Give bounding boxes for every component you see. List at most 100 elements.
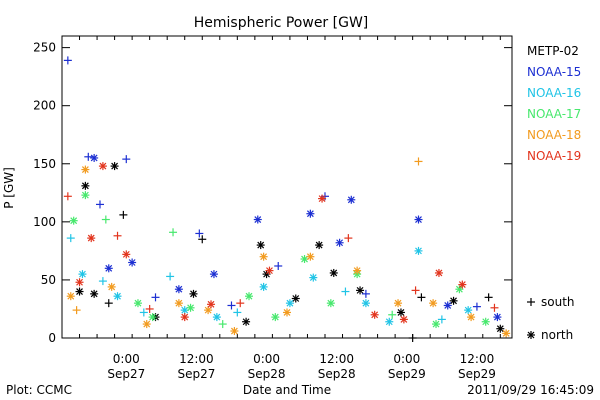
data-point-north xyxy=(432,320,441,329)
data-point-south xyxy=(195,229,204,238)
x-tick-label-time: 12:00 xyxy=(319,352,354,366)
data-point-south xyxy=(236,299,245,308)
data-point-south xyxy=(119,210,128,219)
data-point-north xyxy=(186,303,195,312)
data-point-north xyxy=(204,306,213,315)
data-point-north xyxy=(329,268,338,277)
data-point-north xyxy=(110,162,119,171)
data-point-north xyxy=(291,294,300,303)
plot-credit: Plot: CCMC xyxy=(6,383,72,397)
legend-entry: NOAA-17 xyxy=(527,107,581,121)
data-point-south xyxy=(139,308,148,317)
data-point-north xyxy=(434,268,443,277)
data-points xyxy=(63,56,511,342)
data-point-south xyxy=(95,200,104,209)
data-point-south xyxy=(472,302,481,311)
data-point-north xyxy=(207,300,216,309)
legend-entry: NOAA-18 xyxy=(527,128,581,142)
data-point-south xyxy=(113,231,122,240)
data-point-north xyxy=(242,317,251,326)
y-tick-label: 50 xyxy=(41,273,56,287)
x-tick-label-time: 12:00 xyxy=(460,352,495,366)
y-axis-label: P [GW] xyxy=(2,167,16,209)
data-point-north xyxy=(306,209,315,218)
data-point-north xyxy=(335,238,344,247)
data-point-south xyxy=(166,272,175,281)
data-point-north xyxy=(353,266,362,275)
data-point-north xyxy=(81,191,90,200)
data-point-north xyxy=(81,181,90,190)
south-marker-icon xyxy=(527,298,535,306)
data-point-north xyxy=(449,296,458,305)
data-point-north xyxy=(98,162,107,171)
y-tick-label: 0 xyxy=(48,331,56,345)
data-point-north xyxy=(356,286,365,295)
data-point-north xyxy=(174,285,183,294)
plot-timestamp: 2011/09/29 16:45:09 xyxy=(467,383,594,397)
marker-legend-label: north xyxy=(541,328,573,342)
data-point-north xyxy=(271,313,280,322)
data-point-north xyxy=(253,215,262,224)
data-point-north xyxy=(414,246,423,255)
data-point-north xyxy=(315,241,324,250)
data-point-north xyxy=(300,255,309,264)
data-point-south xyxy=(344,234,353,243)
legend-entry: NOAA-19 xyxy=(527,149,581,163)
chart-title: Hemispheric Power [GW] xyxy=(194,15,369,31)
data-point-south xyxy=(274,261,283,270)
data-point-north xyxy=(104,264,113,273)
data-point-north xyxy=(90,153,99,162)
x-tick-label-time: 12:00 xyxy=(179,352,214,366)
data-point-south xyxy=(227,301,236,310)
data-point-south xyxy=(490,303,499,312)
data-point-north xyxy=(502,329,511,338)
data-point-south xyxy=(122,155,131,164)
x-tick-label-time: 0:00 xyxy=(113,352,140,366)
data-point-north xyxy=(174,299,183,308)
y-tick-label: 200 xyxy=(33,99,56,113)
data-point-north xyxy=(256,241,265,250)
data-point-south xyxy=(66,234,75,243)
y-tick-label: 100 xyxy=(33,215,56,229)
north-marker-icon xyxy=(527,331,535,339)
data-point-south xyxy=(72,306,81,315)
data-point-north xyxy=(443,301,452,310)
data-point-north xyxy=(75,287,84,296)
plot-frame xyxy=(61,35,513,339)
data-point-north xyxy=(306,252,315,261)
data-point-south xyxy=(101,215,110,224)
data-point-south xyxy=(63,56,72,65)
legend: METP-02 NOAA-15 NOAA-16 NOAA-17 NOAA-18 NOAA-… xyxy=(527,44,581,163)
data-point-south xyxy=(63,192,72,201)
data-point-north xyxy=(90,289,99,298)
data-point-south xyxy=(361,289,370,298)
x-axis-label: Date and Time xyxy=(243,383,331,397)
data-point-north xyxy=(259,252,268,261)
x-tick-label-date: Sep28 xyxy=(248,367,286,381)
x-axis-ticks: 0:00Sep2712:00Sep270:00Sep2812:00Sep280:… xyxy=(61,36,501,381)
data-point-south xyxy=(84,152,93,161)
x-tick-label-date: Sep28 xyxy=(318,367,356,381)
data-point-north xyxy=(370,310,379,319)
data-point-north xyxy=(180,313,189,322)
data-point-south xyxy=(484,293,493,302)
data-point-north xyxy=(496,324,505,333)
data-point-north xyxy=(394,299,403,308)
data-point-north xyxy=(122,250,131,259)
data-point-north xyxy=(209,270,218,279)
y-tick-label: 250 xyxy=(33,41,56,55)
data-point-south xyxy=(145,304,154,313)
data-point-north xyxy=(142,320,151,329)
data-point-north xyxy=(326,299,335,308)
x-tick-label-date: Sep29 xyxy=(388,367,426,381)
marker-legend: south north xyxy=(527,295,575,342)
data-point-south xyxy=(198,235,207,244)
data-point-north xyxy=(309,273,318,282)
data-point-south xyxy=(341,287,350,296)
data-point-north xyxy=(458,280,467,289)
data-point-north xyxy=(481,317,490,326)
data-point-north xyxy=(396,308,405,317)
data-point-north xyxy=(78,270,87,279)
data-point-north xyxy=(128,258,137,267)
